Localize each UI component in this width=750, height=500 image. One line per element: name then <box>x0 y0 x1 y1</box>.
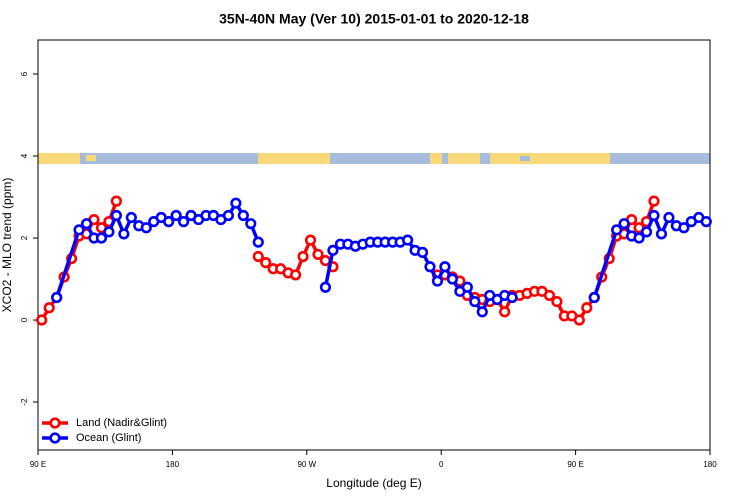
point <box>103 226 115 238</box>
point <box>424 261 436 273</box>
point <box>260 257 272 269</box>
point <box>237 209 249 222</box>
point <box>446 273 459 285</box>
point <box>36 314 48 326</box>
y-tick-label: 6 <box>20 71 29 76</box>
plot-frame <box>37 39 711 451</box>
x-tick-label: 90 E <box>567 460 583 469</box>
point <box>543 289 556 302</box>
point <box>648 195 660 207</box>
point <box>611 224 623 236</box>
point <box>80 218 93 230</box>
point <box>73 224 85 236</box>
legend-marker <box>49 417 61 429</box>
point <box>312 248 324 261</box>
point <box>588 291 600 304</box>
point <box>222 209 234 222</box>
chart-title: 35N-40N May (Ver 10) 2015-01-01 to 2020-… <box>219 11 529 27</box>
y-tick-label: 0 <box>20 317 29 322</box>
point <box>402 234 414 246</box>
x-tick-label: 90 E <box>30 460 46 469</box>
point <box>640 226 653 238</box>
point <box>678 222 690 234</box>
legend-label: Land (Nadir&Glint) <box>76 417 167 429</box>
point <box>633 232 645 244</box>
x-tick-label: 0 <box>439 460 444 469</box>
point <box>252 236 264 248</box>
point <box>581 302 593 314</box>
point <box>319 281 332 293</box>
x-tick-label: 90 W <box>297 460 316 469</box>
point <box>51 291 63 304</box>
legend-label: Ocean (Glint) <box>76 432 141 444</box>
point <box>95 232 108 244</box>
point <box>461 281 473 293</box>
point <box>43 302 55 314</box>
point <box>118 228 130 240</box>
x-tick-label: 180 <box>166 460 180 469</box>
point <box>663 211 675 224</box>
point <box>499 306 511 318</box>
point <box>297 250 309 263</box>
point <box>648 209 660 222</box>
point <box>700 216 712 228</box>
point <box>439 261 451 273</box>
point <box>110 195 122 207</box>
point <box>170 209 182 222</box>
point <box>163 216 175 228</box>
x-axis-label: Longitude (deg E) <box>326 476 421 490</box>
point <box>304 234 317 246</box>
point <box>551 295 563 308</box>
x-tick-label: 180 <box>703 460 717 469</box>
point <box>252 250 264 263</box>
point <box>476 306 488 318</box>
point <box>290 269 302 281</box>
point <box>506 291 518 304</box>
point <box>110 209 122 222</box>
legend-marker <box>49 432 61 444</box>
point <box>416 246 429 258</box>
point <box>327 244 339 256</box>
point <box>245 218 257 230</box>
point <box>655 228 668 240</box>
land-ocean-strip <box>38 153 710 164</box>
y-axis-label: XCO2 - MLO trend (ppm) <box>0 178 14 313</box>
point <box>125 211 137 224</box>
point <box>178 216 190 228</box>
point <box>140 222 152 234</box>
y-tick-label: -2 <box>20 398 29 406</box>
y-tick-label: 4 <box>20 153 29 158</box>
point <box>573 314 585 326</box>
point <box>469 295 481 308</box>
y-tick-label: 2 <box>20 235 29 240</box>
point <box>230 197 242 209</box>
point <box>618 218 630 230</box>
point <box>431 275 444 287</box>
